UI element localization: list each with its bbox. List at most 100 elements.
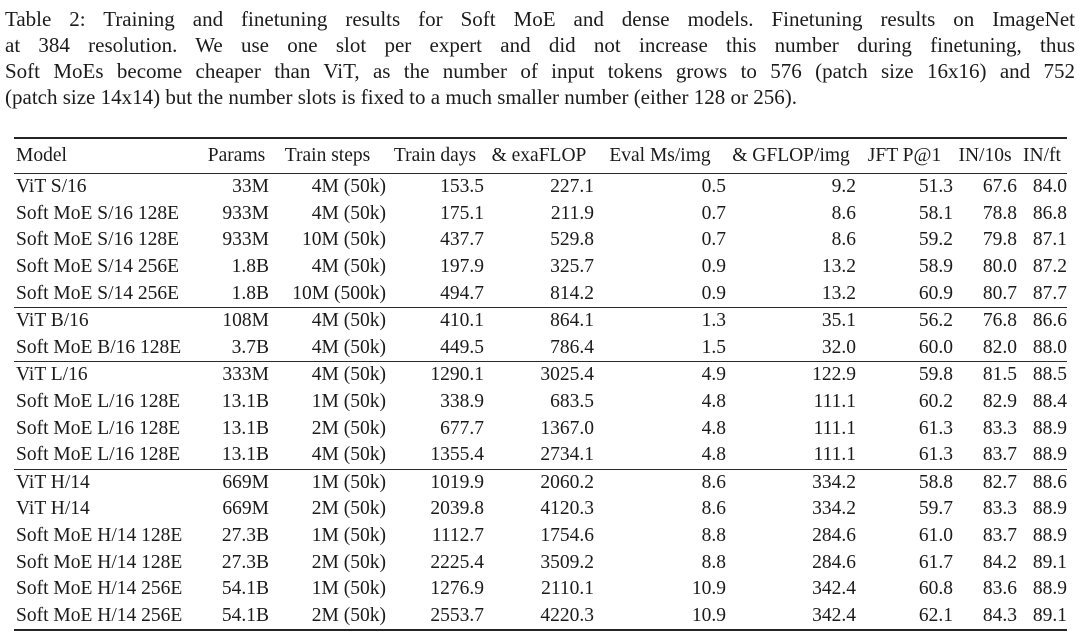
value-cell: 4.9 (594, 361, 726, 389)
value-cell: 1M (50k) (311, 391, 386, 413)
value-cell: 122.9 (726, 361, 856, 389)
value-cell: 13.1B (221, 391, 269, 413)
value-cell: 325.7 (550, 256, 594, 278)
value-cell: 933M (222, 202, 269, 224)
value-cell: 933M (222, 229, 269, 251)
model-cell: Soft MoE B/16 128E (16, 336, 182, 358)
value-cell: 3509.2 (540, 551, 594, 573)
value-cell: 2734.1 (540, 444, 594, 466)
value-cell: 677.7 (440, 417, 484, 439)
value-cell: 54.1B (221, 604, 269, 626)
value-cell: 35.1 (726, 306, 856, 335)
value-cell: 88.9 (1032, 578, 1067, 600)
value-cell: 1M (50k) (269, 468, 386, 497)
value-cell: 2M (50k) (311, 551, 386, 573)
model-cell: Soft MoE S/16 128E (16, 202, 180, 224)
value-cell: 54.1B (221, 578, 269, 600)
column-header-train-days: Train days (386, 138, 484, 174)
model-cell: ViT S/16 (16, 176, 87, 198)
model-cell: Soft MoE L/16 128E (16, 417, 181, 439)
value-cell: 81.5 (953, 361, 1017, 389)
value-cell: 61.0 (918, 525, 953, 547)
value-cell: 80.0 (982, 256, 1017, 278)
value-cell: 529.8 (550, 229, 594, 251)
value-cell: 8.8 (701, 525, 726, 547)
value-cell: 1.8B (231, 282, 269, 304)
value-cell: 342.4 (812, 604, 856, 626)
value-cell: 67.6 (982, 176, 1017, 198)
value-cell: 8.6 (831, 229, 856, 251)
table-row: Soft MoE H/14 128E 27.3B 2M (50k) 2225.4 350… (14, 549, 1067, 576)
model-cell: ViT B/16 (14, 306, 204, 335)
value-cell: 4M (50k) (311, 444, 386, 466)
value-cell: 410.1 (386, 306, 484, 335)
model-cell: Soft MoE H/14 256E (16, 604, 183, 626)
value-cell: 88.9 (1032, 444, 1067, 466)
value-cell: 59.7 (918, 498, 953, 520)
value-cell: 13.1B (221, 444, 269, 466)
table-row: ViT H/14 669M 1M (50k) 1019.9 2060.2 8.6 334.2… (14, 468, 1067, 497)
table-row: Soft MoE S/16 128E 933M 10M (50k) 437.7 529.… (14, 227, 1067, 254)
value-cell: 88.9 (1032, 498, 1067, 520)
value-cell: 333M (204, 361, 269, 389)
value-cell: 4M (50k) (311, 176, 386, 198)
value-cell: 87.7 (1032, 282, 1067, 304)
value-cell: 3025.4 (484, 361, 594, 389)
value-cell: 27.3B (221, 551, 269, 573)
value-cell: 58.8 (856, 468, 953, 497)
model-cell: Soft MoE H/14 128E (16, 551, 183, 573)
value-cell: 669M (204, 468, 269, 497)
header-row: Model Params Train steps Train days & ex… (14, 138, 1067, 174)
value-cell: 62.1 (918, 604, 953, 626)
value-cell: 1112.7 (431, 525, 484, 547)
value-cell: 814.2 (550, 282, 594, 304)
value-cell: 78.8 (982, 202, 1017, 224)
value-cell: 0.9 (701, 256, 726, 278)
value-cell: 60.9 (918, 282, 953, 304)
table-row: Soft MoE H/14 256E 54.1B 1M (50k) 1276.9 211… (14, 576, 1067, 603)
value-cell: 4.8 (701, 391, 726, 413)
value-cell: 88.9 (1032, 525, 1067, 547)
value-cell: 88.9 (1032, 417, 1067, 439)
value-cell: 153.5 (440, 176, 484, 198)
value-cell: 3.7B (231, 336, 269, 358)
value-cell: 2553.7 (430, 604, 484, 626)
model-cell: ViT L/16 (14, 361, 204, 389)
value-cell: 83.3 (982, 498, 1017, 520)
value-cell: 0.7 (701, 202, 726, 224)
value-cell: 79.8 (982, 229, 1017, 251)
value-cell: 13.1B (221, 417, 269, 439)
value-cell: 87.2 (1032, 256, 1067, 278)
value-cell: 4120.3 (540, 498, 594, 520)
value-cell: 284.6 (812, 551, 856, 573)
value-cell: 1M (50k) (311, 578, 386, 600)
value-cell: 82.9 (982, 391, 1017, 413)
value-cell: 864.1 (484, 306, 594, 335)
table-caption: Table 2: Training and finetuning results… (5, 6, 1075, 110)
caption-line-1: Table 2: Training and finetuning results… (5, 7, 1075, 31)
value-cell: 4.8 (701, 417, 726, 439)
value-cell: 1.5 (701, 336, 726, 358)
value-cell: 84.2 (982, 551, 1017, 573)
value-cell: 60.2 (918, 391, 953, 413)
caption-line-2: at 384 resolution. We use one slot per e… (5, 33, 1075, 57)
value-cell: 4220.3 (540, 604, 594, 626)
value-cell: 58.9 (918, 256, 953, 278)
value-cell: 0.5 (701, 176, 726, 198)
value-cell: 13.2 (821, 256, 856, 278)
table-row: ViT S/16 33M 4M (50k) 153.5 227.1 0.5 9.2 51.3 6… (14, 174, 1067, 201)
value-cell: 88.6 (1017, 468, 1067, 497)
value-cell: 4M (50k) (311, 202, 386, 224)
value-cell: 83.3 (982, 417, 1017, 439)
value-cell: 27.3B (221, 525, 269, 547)
value-cell: 334.2 (726, 468, 856, 497)
value-cell: 4M (50k) (311, 336, 386, 358)
value-cell: 80.7 (982, 282, 1017, 304)
value-cell: 111.1 (813, 391, 856, 413)
value-cell: 76.8 (953, 306, 1017, 335)
value-cell: 4M (50k) (269, 306, 386, 335)
value-cell: 61.7 (918, 551, 953, 573)
caption-line-3: Soft MoEs become cheaper than ViT, as th… (5, 59, 1075, 83)
value-cell: 88.5 (1017, 361, 1067, 389)
column-header-in-ft: IN/ft (1017, 138, 1067, 174)
